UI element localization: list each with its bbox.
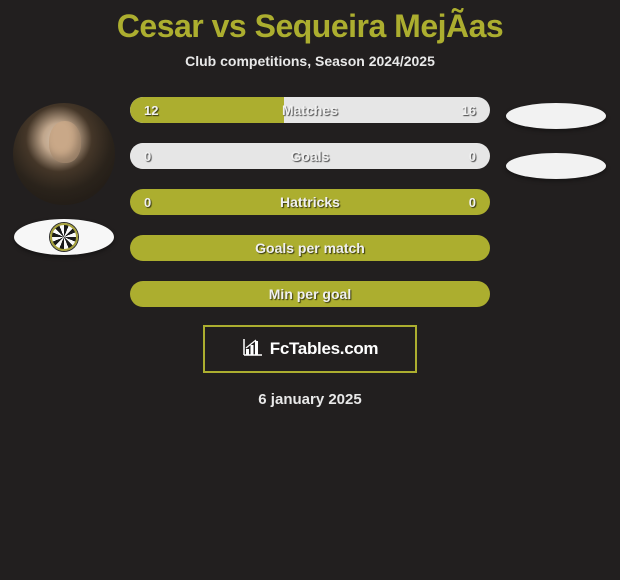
stat-label: Hattricks — [280, 194, 340, 210]
stat-value-left: 0 — [144, 195, 151, 210]
player-left-avatar — [13, 103, 115, 205]
player-right-avatar-placeholder — [506, 103, 606, 129]
bar-chart-icon — [242, 337, 264, 362]
stat-value-right: 16 — [462, 103, 476, 118]
page-title: Cesar vs Sequeira MejÃ­as — [0, 8, 620, 45]
left-column — [8, 97, 120, 255]
stats-bars: 12 Matches 16 0 Goals 0 0 Hattricks 0 Go… — [130, 97, 490, 307]
stat-bar-matches: 12 Matches 16 — [130, 97, 490, 123]
stat-value-right: 0 — [469, 149, 476, 164]
stat-value-left: 0 — [144, 149, 151, 164]
club-crest-icon — [50, 223, 78, 251]
footer: FcTables.com 6 january 2025 — [0, 325, 620, 408]
subtitle: Club competitions, Season 2024/2025 — [0, 53, 620, 69]
stat-value-right: 0 — [469, 195, 476, 210]
stat-label: Goals per match — [255, 240, 365, 256]
stat-bar-min-per-goal: Min per goal — [130, 281, 490, 307]
stat-label: Matches — [282, 102, 338, 118]
player-left-club-badge — [14, 219, 114, 255]
comparison-infographic: Cesar vs Sequeira MejÃ­as Club competiti… — [0, 0, 620, 408]
player-right-club-badge-placeholder — [506, 153, 606, 179]
date-label: 6 january 2025 — [258, 391, 361, 408]
stat-value-left: 12 — [144, 103, 158, 118]
stat-bar-goals: 0 Goals 0 — [130, 143, 490, 169]
stat-label: Goals — [291, 148, 330, 164]
right-column — [500, 97, 612, 179]
stat-bar-hattricks: 0 Hattricks 0 — [130, 189, 490, 215]
main-area: 12 Matches 16 0 Goals 0 0 Hattricks 0 Go… — [0, 97, 620, 307]
logo-text: FcTables.com — [270, 339, 379, 359]
fctables-logo: FcTables.com — [203, 325, 417, 373]
stat-bar-goals-per-match: Goals per match — [130, 235, 490, 261]
stat-label: Min per goal — [269, 286, 351, 302]
stat-bar-fill — [130, 143, 310, 169]
